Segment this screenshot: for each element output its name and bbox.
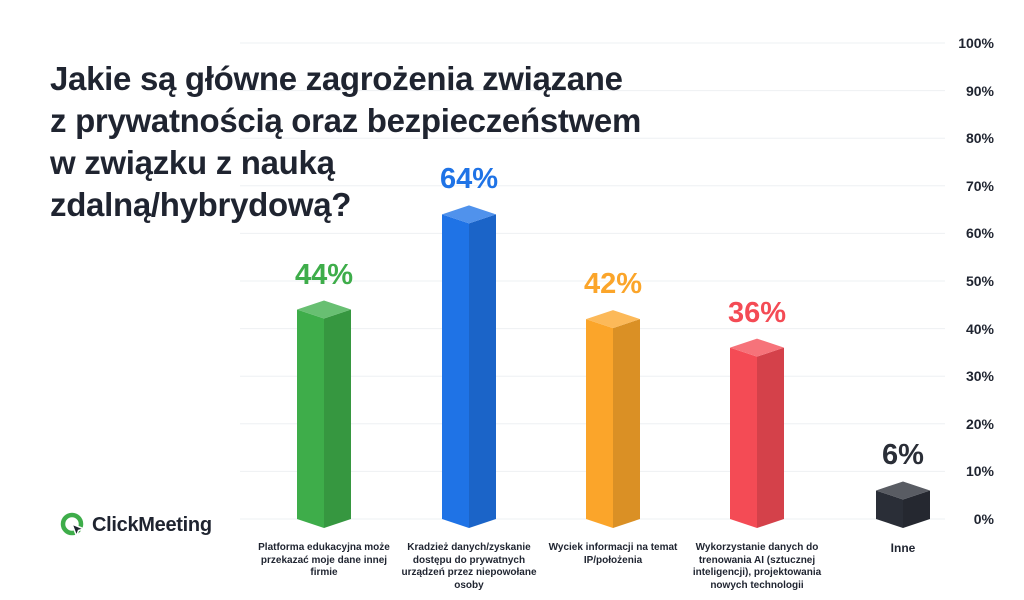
category-label: Platforma edukacyjna może przekazać moje… — [258, 542, 390, 578]
y-tick-label: 20% — [965, 415, 994, 432]
chart-title: Jakie są główne zagrożenia związane z pr… — [50, 58, 690, 226]
y-tick-label: 80% — [965, 130, 994, 147]
bar-face-right — [757, 347, 784, 528]
bar-face-left — [297, 309, 324, 528]
bar — [876, 481, 930, 528]
bar-face-right — [469, 214, 496, 529]
y-tick-label: 100% — [958, 35, 994, 51]
category-label: Wykorzystanie danych do trenowania AI (s… — [692, 542, 822, 591]
bar-face-top — [442, 205, 496, 224]
y-tick-label: 10% — [965, 463, 994, 480]
y-tick-label: 60% — [965, 225, 994, 242]
y-tick-label: 40% — [965, 320, 994, 337]
bars — [297, 205, 930, 529]
category-label: Inne — [890, 541, 916, 555]
bar-face-top — [297, 300, 351, 319]
bar-face-top — [730, 338, 784, 357]
brand-name: ClickMeeting — [92, 513, 212, 536]
bar — [297, 300, 351, 528]
brand-logo: ClickMeeting — [60, 512, 212, 538]
bar-value-label: 36% — [727, 296, 787, 329]
title-line: zdalną/hybrydową? — [50, 186, 352, 223]
bar-value-label: 64% — [439, 163, 499, 196]
bar-face-left — [586, 319, 613, 528]
bar-value-label: 42% — [583, 268, 643, 301]
bar — [586, 310, 640, 528]
bar-face-top — [876, 481, 930, 500]
bar-face-right — [903, 490, 930, 528]
y-tick-label: 70% — [965, 177, 994, 194]
clickmeeting-logo-icon — [60, 512, 85, 537]
bar-value-label: 44% — [294, 258, 354, 291]
y-tick-label: 90% — [965, 82, 994, 99]
y-tick-label: 0% — [973, 511, 994, 527]
bar-face-right — [613, 319, 640, 528]
bar-face-left — [730, 347, 757, 528]
bar-face-left — [876, 490, 903, 528]
bar-value-label: 6% — [882, 439, 924, 472]
bar-face-top — [586, 310, 640, 329]
bar-face-right — [324, 309, 351, 528]
category-label: Kradzież danych/zyskanie dostępu do pryw… — [401, 542, 537, 591]
y-tick-label: 30% — [965, 368, 994, 385]
bar — [442, 205, 496, 529]
y-tick-label: 50% — [965, 273, 994, 289]
title-line: w związku z nauką — [50, 144, 335, 181]
category-label: Wyciek informacji na temat IP/położenia — [548, 542, 678, 566]
bar — [730, 338, 784, 528]
title-line: Jakie są główne zagrożenia związane — [50, 60, 623, 97]
bar-face-left — [442, 214, 469, 529]
title-line: z prywatnością oraz bezpieczeństwem — [50, 102, 642, 139]
